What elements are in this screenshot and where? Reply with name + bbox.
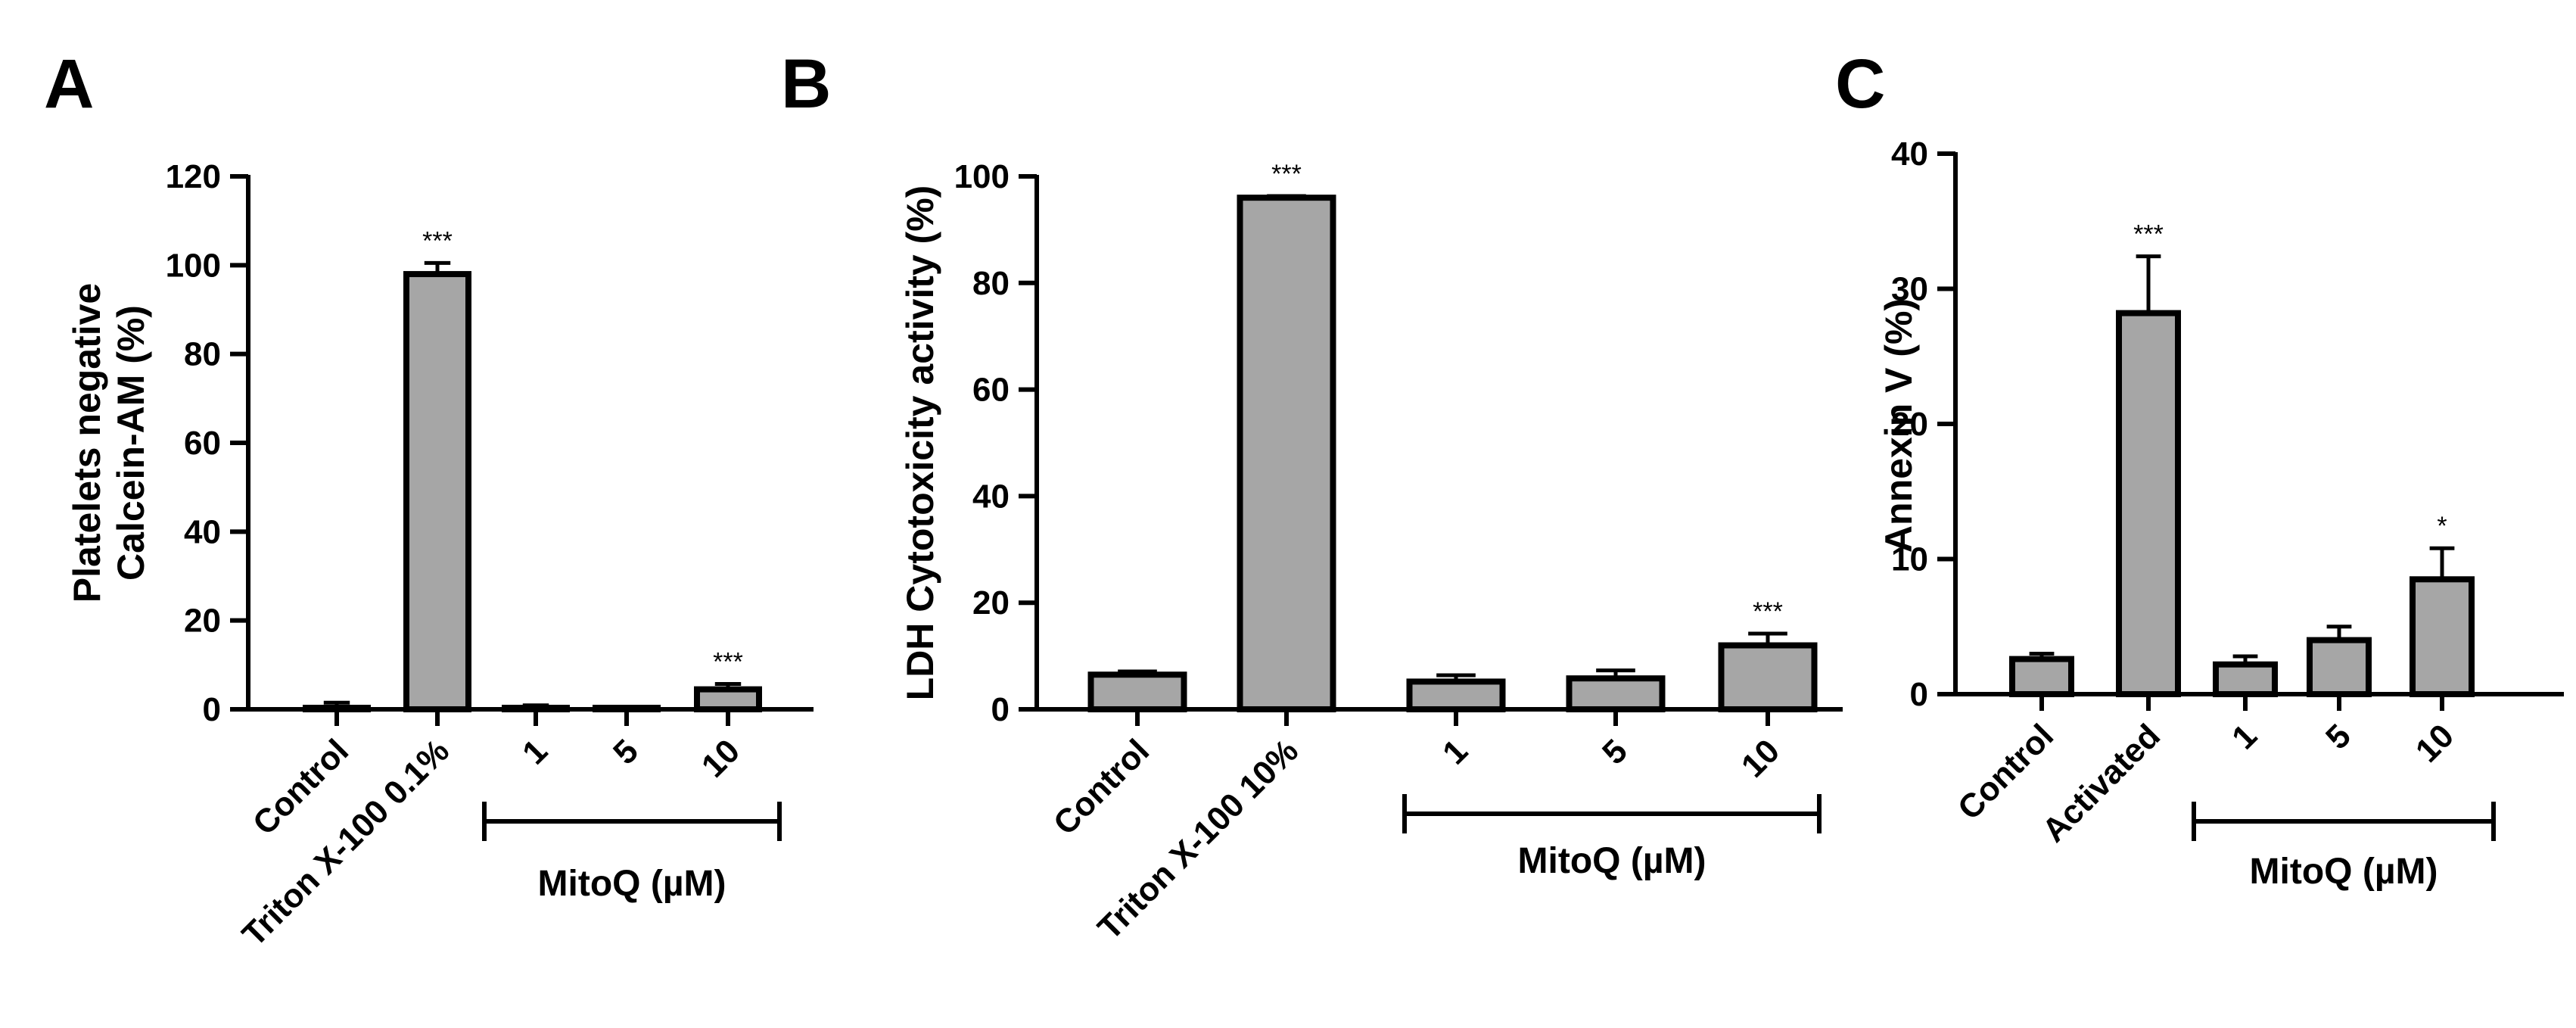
- category-label: Activated: [2035, 717, 2167, 849]
- y-tick-label: 30: [1891, 271, 1928, 308]
- bar: [1406, 678, 1506, 713]
- y-axis-title: LDH Cytotoxicity activity (%): [899, 185, 941, 701]
- group-label: MitoQ (µM): [1518, 841, 1706, 881]
- panel-letter: A: [44, 45, 94, 123]
- bar: [1237, 195, 1336, 713]
- category-label: Control: [1951, 717, 2061, 827]
- category-label: 1: [1436, 732, 1475, 771]
- y-tick-label: 60: [184, 425, 221, 462]
- category-label: 10: [2409, 717, 2461, 769]
- category-label: 5: [606, 732, 646, 771]
- category-label: 1: [515, 732, 555, 771]
- bar: [2116, 310, 2181, 697]
- panel-letter: B: [781, 45, 831, 123]
- category-label: Control: [1047, 732, 1156, 842]
- y-tick-label: 40: [184, 513, 221, 550]
- bar: [2009, 656, 2074, 698]
- significance-label: ***: [713, 648, 743, 677]
- bar: [303, 705, 371, 712]
- y-axis-title: Platelets negative: [66, 283, 108, 603]
- bar: [694, 686, 762, 712]
- bar: [1718, 642, 1818, 713]
- significance-label: ***: [1271, 160, 1302, 188]
- category-label: 10: [1734, 732, 1787, 784]
- panel-letter: C: [1835, 45, 1885, 123]
- y-tick-label: 0: [991, 691, 1010, 728]
- panel-c: C 0 10 20 30 40 Annexin V (%) Control *** Activat…: [1835, 45, 2564, 892]
- y-tick-label: 0: [203, 691, 221, 728]
- y-tick-label: 80: [972, 265, 1010, 302]
- bar: [403, 271, 471, 713]
- y-axis-title: Calcein-AM (%): [110, 305, 152, 581]
- bar: [2213, 661, 2278, 697]
- category-label: 5: [1595, 732, 1635, 771]
- significance-label: ***: [1753, 597, 1783, 626]
- significance-label: ***: [422, 226, 453, 255]
- bar: [2307, 637, 2372, 697]
- panel-b: B 0 20 40 60 80 100 LDH Cytotoxicity activity (…: [781, 45, 1843, 947]
- group-label: MitoQ (µM): [538, 864, 726, 904]
- y-tick-label: 120: [166, 158, 221, 195]
- category-label: 1: [2225, 717, 2264, 756]
- y-tick-label: 100: [954, 158, 1010, 195]
- bar: [502, 705, 570, 712]
- category-label: 5: [2319, 717, 2358, 756]
- y-tick-label: 10: [1891, 541, 1928, 578]
- category-label: 10: [695, 732, 747, 784]
- y-tick-label: 20: [184, 603, 221, 640]
- y-tick-label: 80: [184, 336, 221, 373]
- bar: [593, 705, 661, 712]
- group-label: MitoQ (µM): [2250, 852, 2438, 892]
- significance-label: *: [2437, 512, 2447, 540]
- y-tick-label: 40: [1891, 136, 1928, 173]
- bar: [2410, 576, 2475, 698]
- significance-label: ***: [2133, 220, 2164, 249]
- bar: [1566, 675, 1666, 713]
- y-tick-label: 40: [972, 478, 1010, 515]
- y-tick-label: 20: [1891, 406, 1928, 443]
- bar: [1087, 671, 1187, 712]
- y-tick-label: 60: [972, 372, 1010, 409]
- y-tick-label: 20: [972, 584, 1010, 621]
- panel-a: A 0 20 40 60 80 100 120 Platelets negative Calcei…: [44, 45, 814, 954]
- y-axis-title: Annexin V (%): [1878, 298, 1920, 553]
- y-tick-label: 0: [1910, 676, 1928, 713]
- y-tick-label: 100: [166, 247, 221, 284]
